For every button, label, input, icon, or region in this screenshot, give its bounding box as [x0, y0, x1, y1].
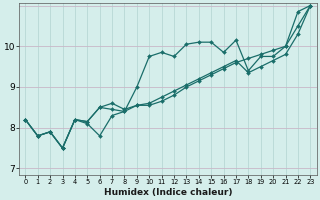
X-axis label: Humidex (Indice chaleur): Humidex (Indice chaleur) — [104, 188, 232, 197]
